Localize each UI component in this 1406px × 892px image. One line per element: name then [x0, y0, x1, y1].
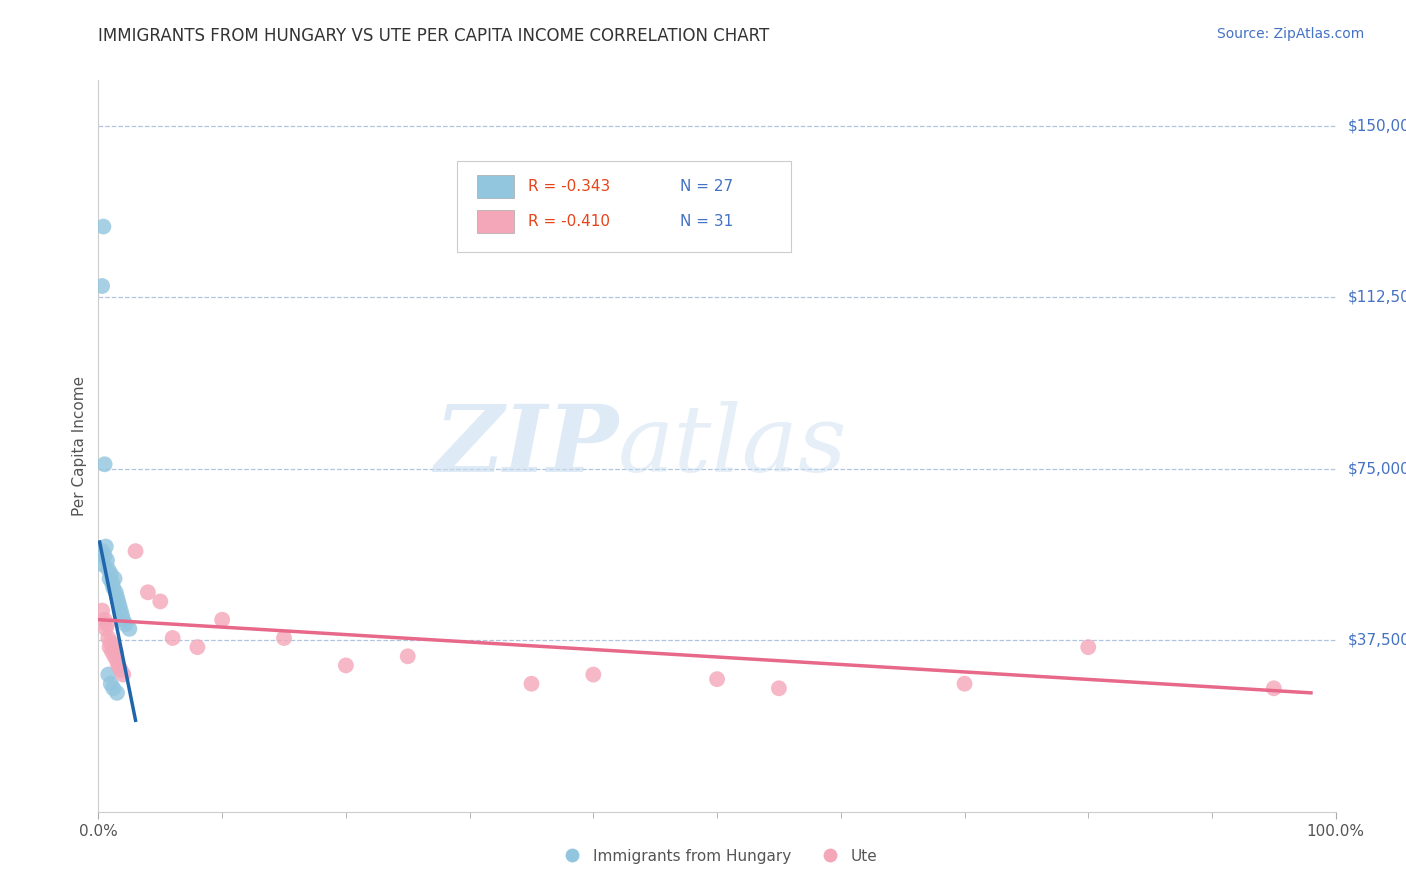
Text: N = 27: N = 27: [681, 178, 733, 194]
Point: [93, 219, 115, 234]
Point: [103, 640, 125, 655]
Point: [103, 581, 125, 595]
Point: [111, 608, 134, 623]
Point: [100, 676, 122, 690]
Point: [93, 549, 115, 563]
Point: [1263, 681, 1285, 696]
Legend: Immigrants from Hungary, Ute: Immigrants from Hungary, Ute: [550, 843, 884, 870]
Point: [107, 594, 129, 608]
Point: [96, 617, 118, 632]
Point: [124, 544, 146, 558]
Point: [110, 663, 132, 677]
Text: R = -0.343: R = -0.343: [527, 178, 610, 194]
Text: Source: ZipAtlas.com: Source: ZipAtlas.com: [1216, 27, 1364, 41]
Point: [335, 658, 357, 673]
Point: [103, 649, 125, 664]
Point: [162, 631, 184, 645]
Point: [101, 576, 124, 591]
Point: [98, 640, 121, 655]
Point: [520, 676, 543, 690]
Point: [953, 676, 976, 690]
Point: [396, 649, 419, 664]
Text: R = -0.410: R = -0.410: [527, 214, 610, 229]
Point: [706, 672, 728, 686]
Text: $112,500: $112,500: [1348, 290, 1406, 305]
Point: [186, 640, 208, 655]
Point: [91, 544, 114, 558]
Text: $37,500: $37,500: [1348, 632, 1406, 648]
Point: [211, 613, 233, 627]
Point: [98, 572, 121, 586]
Point: [97, 667, 120, 681]
Point: [114, 617, 136, 632]
FancyBboxPatch shape: [477, 210, 515, 233]
Point: [107, 658, 129, 673]
Text: atlas: atlas: [619, 401, 848, 491]
Point: [97, 562, 120, 576]
Point: [94, 540, 117, 554]
Y-axis label: Per Capita Income: Per Capita Income: [72, 376, 87, 516]
Point: [101, 645, 124, 659]
Point: [105, 590, 128, 604]
Point: [118, 622, 141, 636]
Point: [103, 572, 125, 586]
Point: [110, 603, 132, 617]
Point: [100, 567, 122, 582]
Point: [768, 681, 790, 696]
Text: N = 31: N = 31: [681, 214, 733, 229]
Text: $75,000: $75,000: [1348, 461, 1406, 476]
Text: IMMIGRANTS FROM HUNGARY VS UTE PER CAPITA INCOME CORRELATION CHART: IMMIGRANTS FROM HUNGARY VS UTE PER CAPIT…: [98, 27, 769, 45]
Point: [93, 558, 115, 572]
Point: [582, 667, 605, 681]
Point: [93, 613, 115, 627]
Point: [93, 457, 115, 471]
Point: [94, 622, 117, 636]
Point: [105, 686, 128, 700]
Point: [112, 667, 135, 681]
FancyBboxPatch shape: [457, 161, 792, 252]
Point: [104, 645, 127, 659]
Point: [100, 635, 122, 649]
Point: [105, 654, 128, 668]
Point: [97, 631, 120, 645]
Point: [91, 279, 114, 293]
Point: [108, 599, 131, 613]
Point: [112, 613, 135, 627]
Point: [104, 585, 127, 599]
Point: [1077, 640, 1099, 655]
Text: $150,000: $150,000: [1348, 119, 1406, 134]
Text: ZIP: ZIP: [434, 401, 619, 491]
Point: [91, 603, 114, 617]
FancyBboxPatch shape: [477, 175, 515, 198]
Point: [103, 681, 125, 696]
Point: [273, 631, 295, 645]
Point: [149, 594, 172, 608]
Point: [96, 553, 118, 567]
Point: [136, 585, 159, 599]
